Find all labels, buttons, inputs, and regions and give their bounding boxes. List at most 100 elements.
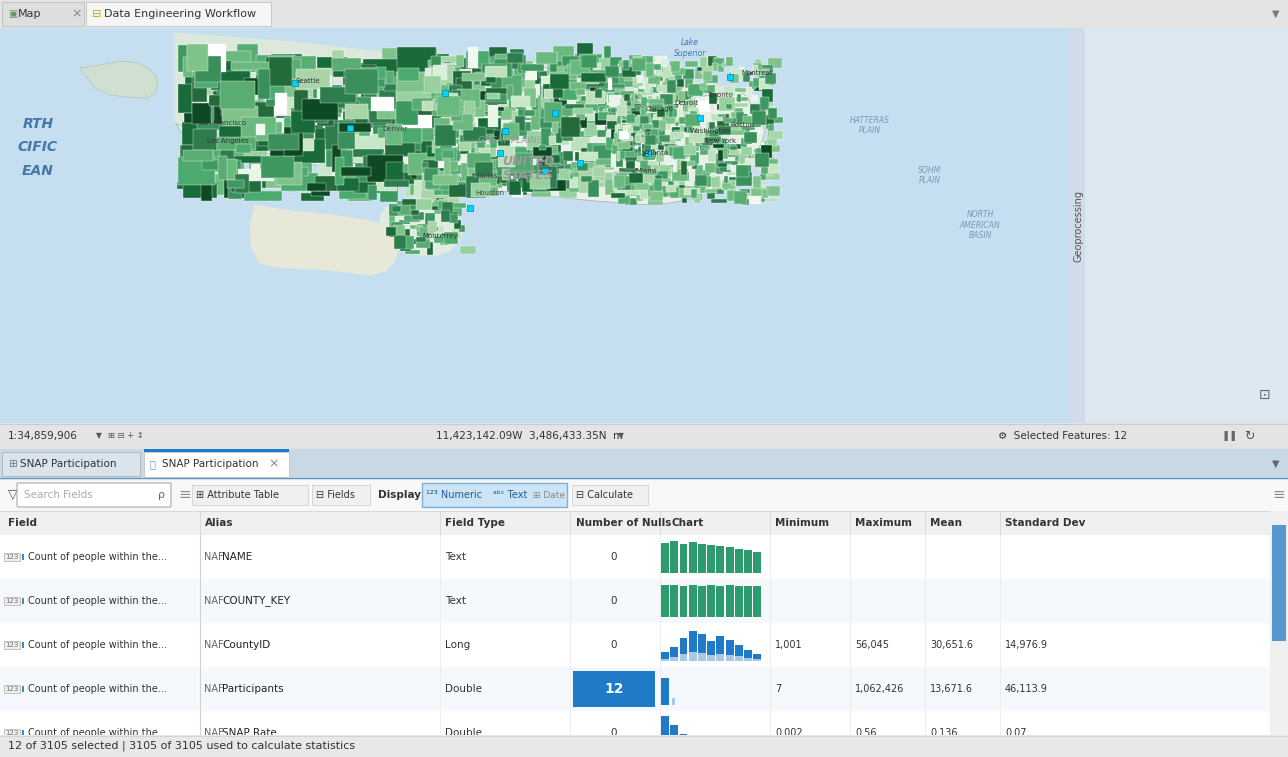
Text: Participants: Participants — [222, 684, 283, 694]
Bar — [332, 145, 341, 172]
Text: ≡: ≡ — [178, 488, 191, 503]
Bar — [596, 100, 612, 110]
Bar — [634, 129, 639, 139]
Bar — [734, 103, 748, 107]
Bar — [759, 67, 770, 76]
Bar — [469, 47, 478, 68]
Bar — [680, 654, 688, 661]
Bar — [643, 149, 653, 157]
Bar — [658, 101, 670, 111]
Bar — [567, 104, 576, 115]
Bar — [657, 150, 662, 157]
Bar — [296, 69, 330, 89]
Bar — [716, 104, 732, 110]
Bar — [527, 104, 532, 117]
Bar — [725, 585, 734, 617]
Bar — [644, 70, 654, 78]
Bar — [384, 179, 410, 187]
Bar — [541, 127, 551, 149]
Bar — [631, 58, 638, 70]
Bar — [486, 94, 506, 101]
Bar — [205, 61, 233, 76]
Text: ⊡: ⊡ — [1260, 388, 1271, 402]
Bar — [753, 73, 759, 86]
Bar — [576, 54, 585, 68]
Bar — [726, 164, 732, 170]
Bar — [339, 123, 371, 132]
Bar — [716, 161, 723, 174]
Text: NAF: NAF — [204, 684, 224, 694]
Bar — [585, 123, 598, 136]
Bar — [380, 186, 398, 202]
Text: HATTERAS
PLAIN: HATTERAS PLAIN — [850, 116, 890, 135]
Bar — [689, 746, 697, 749]
Bar — [735, 656, 743, 661]
Bar — [421, 181, 460, 202]
Bar — [737, 97, 748, 101]
Bar — [531, 106, 551, 125]
Bar — [513, 169, 529, 190]
Bar — [600, 79, 621, 92]
Bar — [236, 137, 268, 159]
FancyBboxPatch shape — [572, 485, 648, 505]
Bar — [368, 106, 392, 123]
Bar — [331, 154, 357, 164]
Text: 🗺: 🗺 — [149, 459, 156, 469]
Bar — [661, 585, 668, 617]
Bar — [671, 147, 675, 159]
Bar — [668, 181, 675, 186]
Bar — [295, 139, 312, 147]
Bar — [355, 67, 386, 90]
Bar — [440, 130, 456, 146]
Bar — [544, 102, 562, 122]
Bar — [634, 58, 644, 67]
Bar — [420, 155, 444, 169]
Bar — [215, 98, 243, 106]
Bar — [594, 144, 609, 166]
Bar — [551, 63, 559, 69]
Bar — [753, 659, 761, 661]
Text: Count of people within the...: Count of people within the... — [28, 640, 167, 650]
Bar — [395, 111, 413, 119]
Bar — [607, 104, 618, 108]
Bar — [251, 164, 260, 172]
Bar — [672, 169, 688, 182]
Bar — [675, 112, 688, 124]
Bar — [756, 148, 765, 159]
Bar — [492, 57, 507, 69]
Bar — [479, 170, 497, 185]
Bar — [551, 79, 573, 95]
Bar — [725, 547, 734, 573]
Bar — [474, 57, 491, 67]
Bar — [609, 110, 621, 120]
Bar — [487, 155, 506, 175]
Bar — [571, 83, 586, 89]
Bar — [554, 120, 568, 136]
Bar — [345, 69, 377, 94]
Bar — [689, 84, 703, 96]
Bar — [683, 101, 696, 112]
Bar — [399, 220, 410, 224]
Bar — [640, 97, 648, 107]
Bar — [466, 132, 484, 145]
Bar — [553, 86, 574, 98]
Bar — [529, 148, 541, 159]
Bar — [301, 125, 322, 132]
Bar — [707, 585, 715, 617]
Bar — [536, 107, 553, 122]
Bar — [493, 160, 502, 167]
Bar — [450, 185, 468, 197]
Bar — [661, 653, 668, 661]
Bar — [643, 152, 656, 160]
Bar — [670, 61, 675, 73]
Bar — [533, 147, 551, 156]
Bar — [332, 58, 361, 70]
Bar — [397, 48, 437, 72]
Bar — [433, 65, 447, 79]
Text: 14,976.9: 14,976.9 — [1005, 640, 1048, 650]
Bar — [608, 92, 616, 103]
Bar — [461, 124, 475, 129]
Bar — [677, 79, 684, 87]
Bar — [661, 134, 674, 143]
Bar — [650, 130, 657, 134]
